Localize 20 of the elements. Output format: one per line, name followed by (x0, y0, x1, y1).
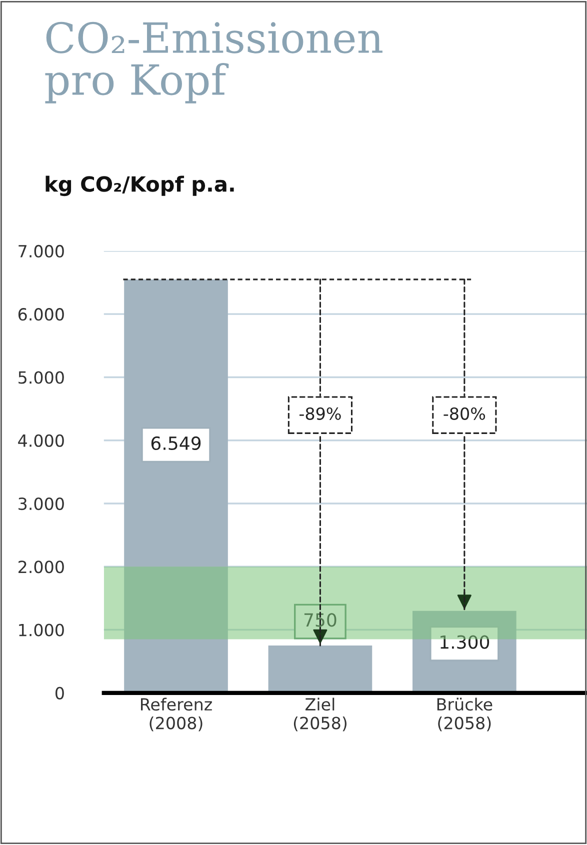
y-tick-label: 6.000 (18, 308, 64, 321)
y-tick-label: 7.000 (18, 244, 64, 258)
y-tick-label: 3.000 (18, 497, 64, 510)
x-tick-label: Ziel (2058) (294, 698, 346, 732)
bar (268, 646, 372, 693)
y-tick-label: 5.000 (18, 371, 64, 384)
y-tick-label: 1.000 (19, 624, 64, 636)
y-axis-title: kg CO₂/Kopf p.a. (46, 176, 234, 196)
data-label: 750 (304, 613, 336, 627)
y-tick-label: 0 (56, 686, 64, 700)
data-label: 6.549 (151, 436, 201, 450)
chart-title: CO₂-Emissionen pro Kopf (45, 22, 382, 104)
bar (124, 279, 228, 693)
y-tick-label: 4.000 (18, 434, 64, 447)
x-tick-label: Brücke (2058) (437, 698, 492, 732)
annotation: -80% (444, 407, 486, 420)
x-tick-label: Referenz (2008) (141, 698, 212, 732)
data-label: 1.300 (440, 635, 490, 649)
y-tick-label: 2.000 (18, 560, 64, 574)
annotation: -89% (300, 407, 341, 420)
